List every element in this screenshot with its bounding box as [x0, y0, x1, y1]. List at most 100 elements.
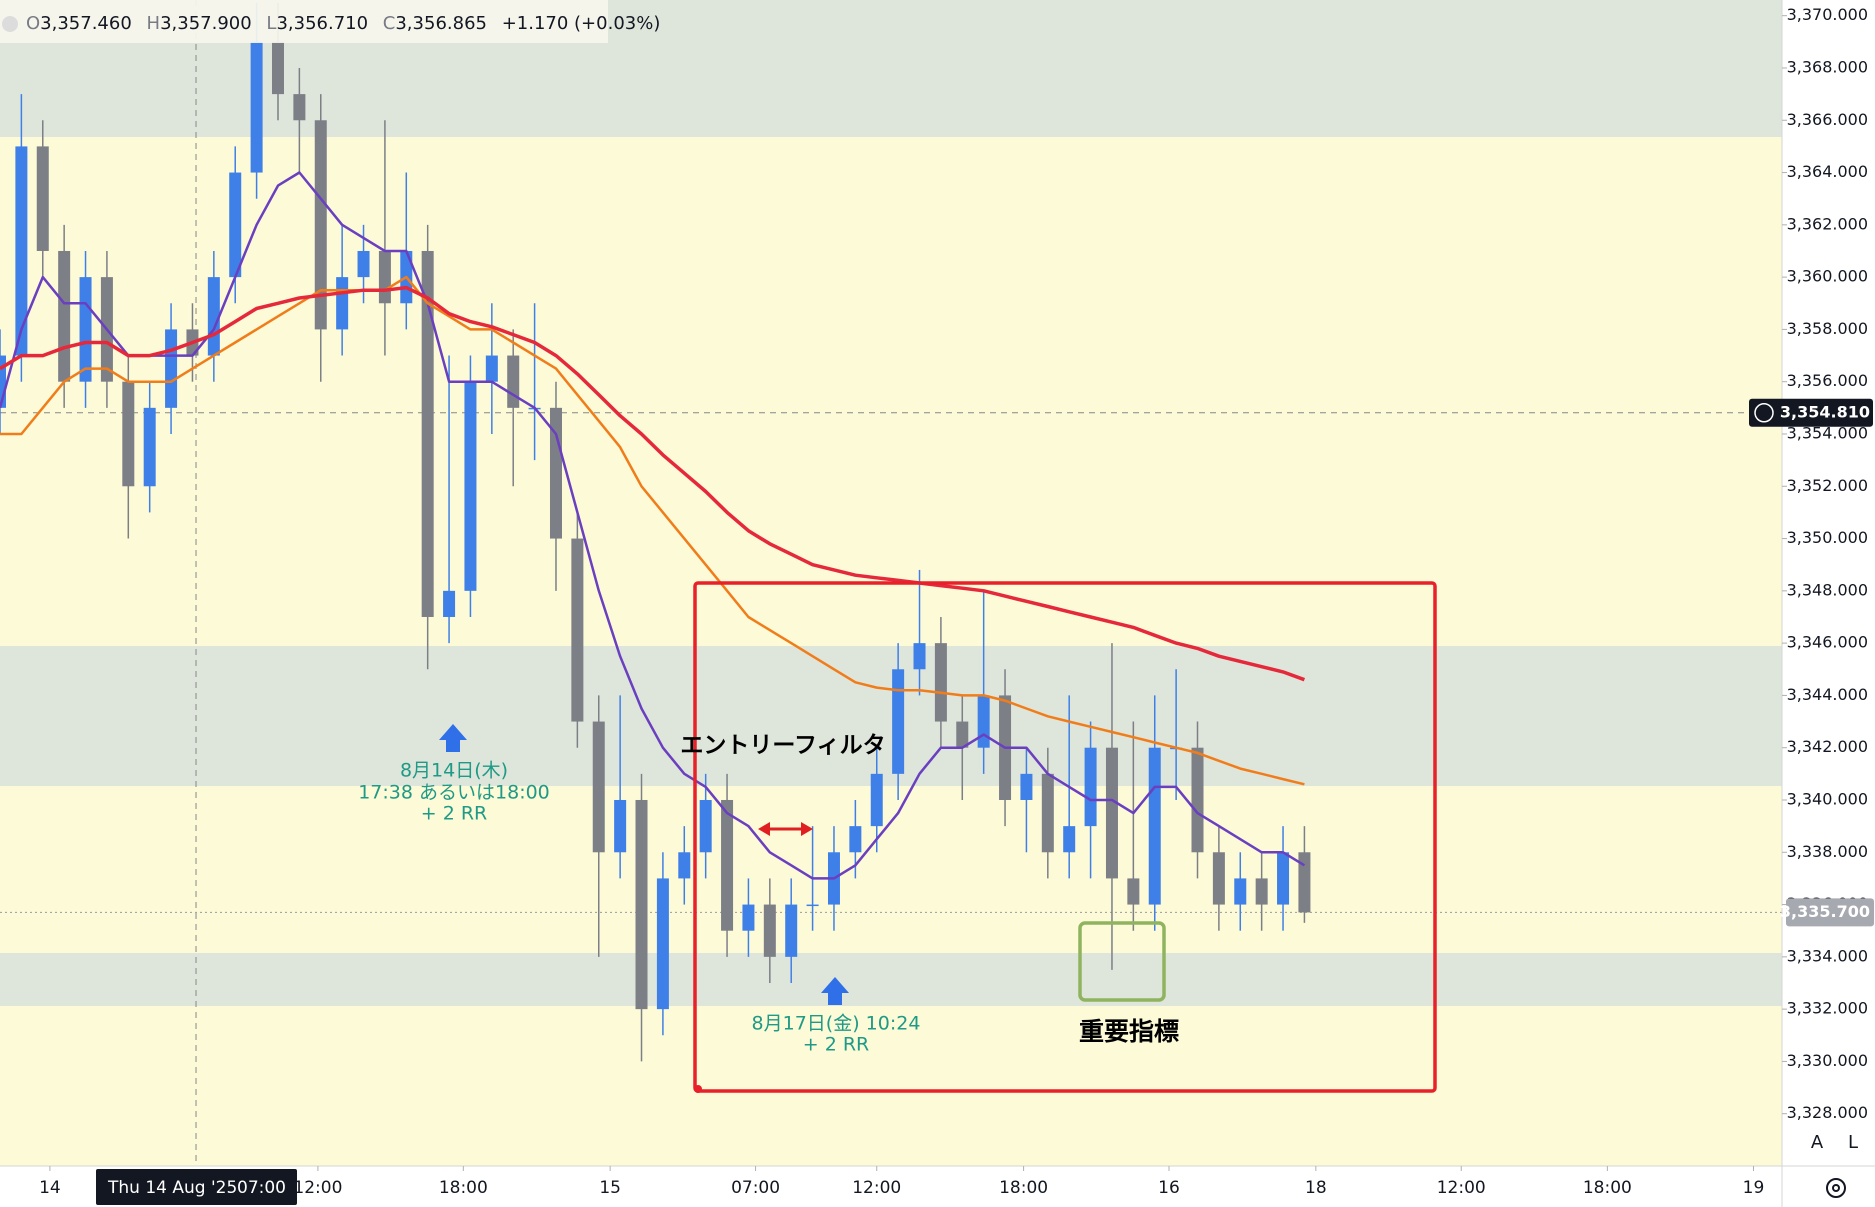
- crosshair-time-label: 07:00: [237, 1178, 286, 1198]
- candle-body: [699, 799, 712, 853]
- candle-body: [977, 695, 990, 748]
- zone: [0, 953, 1782, 1006]
- highlight-box: [693, 581, 1437, 1093]
- y-tick-label: 3,362.000: [1787, 214, 1868, 233]
- candle-body: [1148, 747, 1161, 905]
- candle-body: [165, 329, 178, 408]
- candle-body: [1084, 747, 1097, 827]
- annotation: + 2 RR: [421, 803, 488, 825]
- candle-body: [1255, 878, 1268, 905]
- candle-body: [1127, 878, 1140, 905]
- candle-body: [592, 721, 605, 853]
- candle-body: [571, 538, 584, 722]
- ohlc-label: H: [147, 13, 161, 34]
- settings-icon[interactable]: [1826, 1178, 1846, 1198]
- candle-body: [250, 41, 263, 173]
- y-tick-label: 3,354.000: [1787, 423, 1868, 442]
- y-tick-label: 3,364.000: [1787, 162, 1868, 181]
- candle-body: [1277, 852, 1290, 905]
- x-tick-label: 12:00: [293, 1178, 342, 1198]
- candle-body: [314, 120, 327, 330]
- y-tick-label: 3,338.000: [1787, 842, 1868, 861]
- x-tick-label: 18:00: [439, 1178, 488, 1198]
- moving-averages: [0, 171, 1306, 880]
- ohlc-legend: O3,357.460 H3,357.900 L3,356.710 C3,356.…: [26, 13, 660, 34]
- candle-body: [1298, 852, 1311, 913]
- y-tick-label: 3,334.000: [1787, 946, 1868, 965]
- ohlc-value: 3,357.900: [160, 13, 252, 34]
- candle-body: [934, 643, 947, 722]
- y-tick-label: 3,340.000: [1787, 789, 1868, 808]
- candle-body: [464, 381, 477, 591]
- last-price-box: [1786, 898, 1874, 927]
- annotation: エントリーフィルタ: [680, 733, 885, 759]
- double-arrow: [758, 822, 813, 836]
- moving-average: [0, 285, 1305, 682]
- crosshair-price-box: [1749, 398, 1873, 427]
- scale-button[interactable]: A: [1811, 1132, 1824, 1153]
- candle-body: [806, 904, 819, 907]
- y-tick-label: 3,350.000: [1787, 528, 1868, 547]
- x-tick-label: 12:00: [852, 1178, 901, 1198]
- icon: [2, 16, 18, 32]
- annotation: 重要指標: [1079, 1017, 1179, 1046]
- candle-body: [678, 852, 691, 879]
- candle-body: [485, 355, 498, 382]
- annotation: 17:38 あるいは18:00: [358, 782, 550, 804]
- guides: [0, 0, 1782, 1166]
- candle-body: [293, 94, 306, 121]
- x-tick-label: 18:00: [1583, 1178, 1632, 1198]
- candle-body: [870, 773, 883, 827]
- candle-body: [1212, 852, 1225, 905]
- y-tick-label: 3,348.000: [1787, 580, 1868, 599]
- candle-body: [721, 799, 734, 931]
- candle-body: [443, 590, 456, 617]
- candle-body: [785, 904, 798, 957]
- x-tick-label: 07:00: [731, 1178, 780, 1198]
- candle-body: [357, 250, 370, 278]
- crosshair-price-label: 3,354.810: [1780, 402, 1870, 421]
- candle-body: [614, 799, 627, 853]
- axes: 3,328.000 3,330.000 3,332.000 3,334.000 3,33…: [39, 5, 1874, 1205]
- ohlc-value: 3,357.460: [40, 13, 132, 34]
- moving-average: [0, 171, 1306, 880]
- x-tick-label: 18: [1305, 1178, 1327, 1198]
- candle-body: [849, 826, 862, 853]
- candle-body: [58, 250, 71, 382]
- candle-body: [0, 355, 6, 408]
- candle-body: [1234, 878, 1247, 905]
- legend-bar: [0, 0, 608, 43]
- crosshair-plus: [1754, 403, 1774, 423]
- y-tick-label: 3,344.000: [1787, 685, 1868, 704]
- annotation: + 2 RR: [803, 1034, 870, 1056]
- up-arrow: [439, 724, 467, 752]
- last-price-label: 3,335.700: [1780, 902, 1870, 921]
- candle-body: [229, 172, 242, 278]
- ohlc-value: 3,356.865: [395, 13, 487, 34]
- y-tick-label: 3,358.000: [1787, 319, 1868, 338]
- y-tick-label: 3,370.000: [1787, 5, 1868, 24]
- annotation: 8月14日(木): [400, 760, 508, 782]
- zone: [0, 646, 1782, 786]
- candle-body: [507, 355, 520, 408]
- candle-body: [336, 277, 349, 330]
- y-tick-label: 3,330.000: [1787, 1051, 1868, 1070]
- ohlc-change: +1.170 (+0.03%): [502, 13, 661, 34]
- x-tick-label: 12:00: [1437, 1178, 1486, 1198]
- y-tick-label: 3,328.000: [1787, 1103, 1868, 1122]
- scale-button[interactable]: L: [1848, 1132, 1858, 1153]
- candle-body: [378, 250, 391, 304]
- candle-body: [1105, 747, 1118, 879]
- ohlc-label: C: [383, 13, 396, 34]
- candle-body: [742, 904, 755, 931]
- annotation: 8月17日(金) 10:24: [752, 1013, 921, 1035]
- candle-body: [1063, 826, 1076, 853]
- x-tick-label: 19: [1743, 1178, 1765, 1198]
- handle: [694, 1085, 702, 1093]
- y-tick-label: 3,360.000: [1787, 267, 1868, 286]
- candle-body: [1041, 773, 1054, 853]
- price-axis: [1782, 0, 1875, 1207]
- candle-body: [1020, 773, 1033, 800]
- candle-body: [143, 407, 156, 487]
